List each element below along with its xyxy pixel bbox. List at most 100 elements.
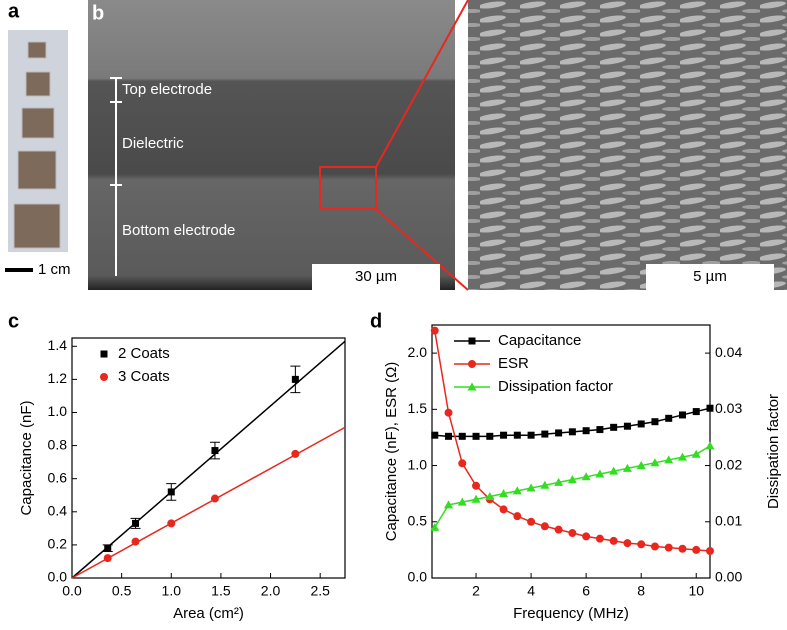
y-tick-label: 0.2 — [48, 536, 68, 552]
marker — [678, 544, 687, 553]
x-tick-label: 4 — [527, 583, 535, 599]
y-axis-label: Capacitance (nF) — [18, 400, 35, 515]
marker — [555, 429, 563, 437]
x-tick-label: 8 — [637, 583, 645, 599]
y-axis-label: Capacitance (nF), ESR (Ω) — [383, 362, 400, 542]
y-tick-label: 0.0 — [408, 569, 428, 585]
marker — [445, 432, 453, 440]
y2-tick-label: 0.00 — [715, 569, 742, 585]
panel-label: d — [370, 310, 382, 332]
marker — [472, 481, 481, 490]
sem-image — [88, 0, 455, 290]
marker — [468, 337, 476, 345]
marker — [609, 536, 618, 545]
marker — [513, 431, 521, 439]
legend-label: 3 Coats — [118, 368, 170, 385]
y-tick-label: 0.8 — [48, 436, 68, 452]
marker — [692, 408, 700, 416]
layer-arrows — [110, 77, 122, 276]
y-tick-label: 1.0 — [48, 403, 68, 419]
scale-label: 30 µm — [355, 268, 397, 285]
legend-label: Dissipation factor — [498, 378, 613, 395]
marker — [131, 537, 140, 546]
plot-frame — [431, 324, 711, 579]
layer-label: Top electrode — [122, 81, 212, 98]
panel-label: b — [92, 2, 104, 24]
marker — [104, 544, 112, 552]
marker — [554, 477, 564, 486]
marker — [457, 497, 467, 506]
marker — [664, 455, 674, 464]
marker — [486, 432, 494, 440]
marker — [527, 431, 535, 439]
marker — [526, 483, 536, 492]
marker — [609, 466, 619, 475]
plot-frame — [71, 337, 346, 579]
marker — [637, 540, 646, 549]
zoom-box — [319, 166, 377, 210]
y-tick-label: 1.0 — [408, 456, 428, 472]
y-tick-label: 0.0 — [48, 569, 68, 585]
fit-line — [71, 426, 346, 579]
marker — [431, 431, 439, 439]
marker — [472, 432, 480, 440]
scale-box — [646, 264, 774, 290]
marker — [499, 505, 508, 514]
x-tick-label: 2 — [472, 583, 480, 599]
marker — [623, 422, 631, 430]
marker — [430, 326, 439, 335]
marker — [430, 522, 440, 531]
y2-tick-label: 0.04 — [715, 344, 742, 360]
marker — [540, 480, 550, 489]
x-axis-label: Frequency (MHz) — [513, 605, 629, 622]
marker — [100, 373, 108, 381]
marker — [595, 469, 605, 478]
marker — [132, 519, 140, 527]
y-tick-label: 1.4 — [48, 337, 68, 353]
y-tick-label: 0.5 — [408, 512, 428, 528]
x-tick-label: 0.0 — [62, 583, 82, 599]
marker — [692, 545, 701, 554]
marker — [678, 411, 686, 419]
marker — [596, 426, 604, 434]
marker — [595, 534, 604, 543]
marker — [527, 517, 536, 526]
marker — [167, 519, 176, 528]
marker — [291, 449, 300, 458]
x-tick-label: 10 — [688, 583, 704, 599]
marker — [468, 360, 476, 368]
marker — [582, 532, 591, 541]
marker — [610, 423, 618, 431]
x-tick-label: 1.5 — [211, 583, 231, 599]
x-axis-label: Area (cm²) — [173, 605, 244, 622]
capacitor-pads — [13, 41, 61, 249]
marker — [622, 463, 632, 472]
marker — [636, 461, 646, 470]
marker — [291, 375, 299, 383]
marker — [499, 489, 509, 498]
marker — [664, 543, 673, 552]
marker — [705, 441, 715, 450]
marker — [512, 486, 522, 495]
marker — [582, 427, 590, 435]
y-tick-label: 0.6 — [48, 469, 68, 485]
marker — [637, 420, 645, 428]
marker — [513, 512, 522, 521]
marker — [211, 447, 219, 455]
y2-tick-label: 0.03 — [715, 400, 742, 416]
marker — [691, 449, 701, 458]
marker — [471, 494, 481, 503]
scale-label: 1 cm — [38, 261, 71, 278]
marker — [554, 525, 563, 534]
x-tick-label: 6 — [582, 583, 590, 599]
marker — [581, 472, 591, 481]
marker — [444, 408, 453, 417]
x-tick-label: 1.0 — [162, 583, 182, 599]
y-tick-label: 1.2 — [48, 370, 68, 386]
marker — [458, 432, 466, 440]
marker — [623, 539, 632, 548]
scale-label: 5 µm — [693, 268, 727, 285]
marker — [210, 494, 219, 503]
marker — [540, 522, 549, 531]
